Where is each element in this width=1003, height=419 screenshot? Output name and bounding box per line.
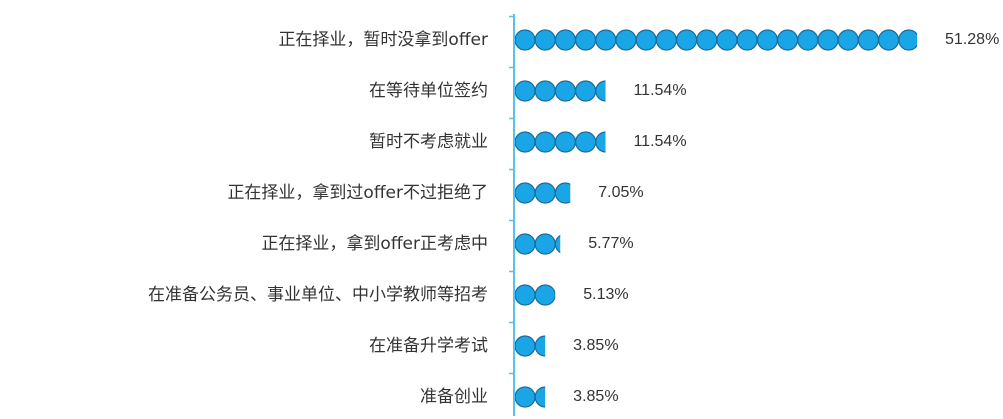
icon	[756, 29, 779, 51]
icon	[736, 29, 758, 51]
bar	[515, 233, 561, 255]
icon	[515, 80, 536, 102]
icon	[574, 29, 597, 51]
icon	[515, 335, 536, 357]
icon	[515, 131, 536, 153]
value-label: 3.85%	[573, 337, 618, 354]
category-label: 准备创业	[420, 387, 488, 407]
icon	[696, 29, 718, 51]
icon	[515, 386, 536, 408]
bar	[515, 182, 571, 204]
icon	[574, 131, 597, 153]
icon	[515, 233, 536, 255]
icon	[554, 29, 577, 51]
icon	[534, 80, 556, 102]
value-label: 11.54%	[633, 82, 686, 99]
value-label: 5.13%	[583, 286, 628, 303]
category-label: 在准备升学考试	[369, 336, 488, 356]
icon	[817, 29, 839, 51]
icon	[615, 29, 637, 51]
icon	[776, 29, 799, 51]
value-label: 5.77%	[588, 235, 633, 252]
category-label: 正在择业，暂时没拿到offer	[278, 29, 488, 50]
category-label: 正在择业，拿到过offer不过拒绝了	[227, 182, 488, 203]
icon	[716, 29, 738, 51]
icon	[534, 182, 556, 204]
icon	[574, 80, 597, 102]
icon	[797, 29, 819, 51]
value-label: 3.85%	[573, 388, 618, 405]
bar	[515, 335, 546, 357]
icon	[515, 182, 536, 204]
bar	[515, 284, 556, 306]
icon	[595, 80, 606, 102]
icon	[857, 29, 880, 51]
icon	[534, 29, 556, 51]
category-label: 在等待单位签约	[369, 81, 488, 101]
icon	[635, 29, 657, 51]
icon	[877, 29, 900, 51]
category-label: 在准备公务员、事业单位、中小学教师等招考	[148, 285, 488, 305]
category-label: 正在择业，拿到offer正考虑中	[261, 233, 488, 254]
icon	[534, 233, 556, 255]
bar	[515, 386, 546, 408]
bar	[515, 80, 606, 102]
icon	[837, 29, 859, 51]
icon	[898, 29, 918, 51]
icon	[534, 335, 546, 357]
icon	[595, 29, 617, 51]
icon	[554, 131, 577, 153]
bar	[515, 131, 606, 153]
icon	[554, 234, 561, 254]
icon	[534, 386, 546, 408]
icon	[655, 29, 678, 51]
value-label: 11.54%	[633, 133, 686, 150]
icon	[534, 131, 556, 153]
icon	[675, 29, 698, 51]
icon	[554, 182, 571, 204]
icon	[534, 284, 556, 306]
value-label: 51.28%	[945, 31, 999, 48]
bar	[515, 29, 918, 51]
icon	[595, 131, 606, 153]
icon	[515, 284, 536, 306]
category-label: 暂时不考虑就业	[369, 132, 488, 152]
icon	[554, 80, 577, 102]
icon	[515, 29, 536, 51]
value-label: 7.05%	[598, 184, 643, 201]
